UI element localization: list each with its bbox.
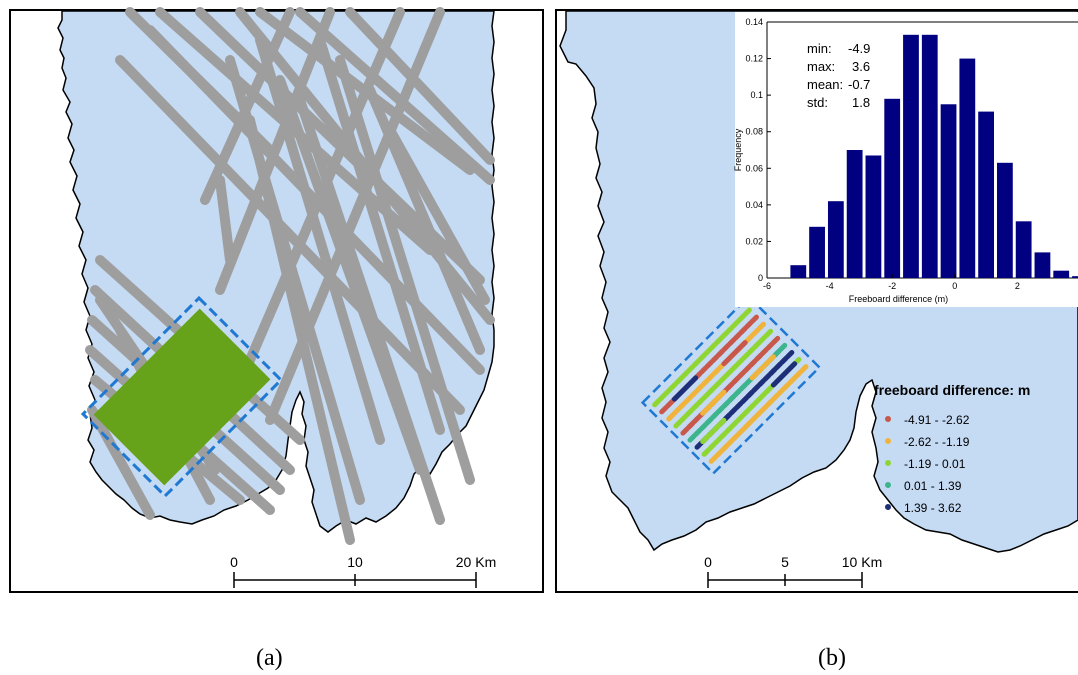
- histogram-bar-0: [790, 265, 807, 278]
- panel-b-scale-bar: [707, 572, 863, 588]
- legend-swatch-1: [885, 438, 891, 444]
- y-tick-label-1: 0.02: [745, 236, 763, 246]
- histogram-bar-14: [1053, 270, 1070, 278]
- histogram-bar-8: [940, 104, 957, 279]
- y-tick-label-3: 0.06: [745, 163, 763, 173]
- histogram-bar-15: [1072, 276, 1078, 278]
- freeboard-legend: freeboard difference: m -4.91 - -2.62 -2.…: [874, 382, 1030, 515]
- histogram-bar-7: [921, 34, 938, 278]
- legend-label-1: -2.62 - -1.19: [904, 435, 970, 449]
- panel-a-scale-bar: [233, 572, 477, 588]
- histogram-bar-4: [865, 155, 882, 278]
- stat-value-std: 1.8: [852, 95, 870, 110]
- histogram-bar-11: [996, 162, 1013, 278]
- scale-bar-labels: 0 10 20 Km 0 5 10 Km: [230, 554, 882, 570]
- scale-a-tick-0: 0: [230, 554, 238, 570]
- y-tick-label-2: 0.04: [745, 200, 763, 210]
- stat-label-mean: mean:: [807, 77, 843, 92]
- legend-label-3: 0.01 - 1.39: [904, 479, 962, 493]
- histogram-inset: 0 0.02 0.04 0.06 0.08 0.1 0.12 0.14 -6 -4 -2 0 2 Free…: [733, 12, 1078, 307]
- histogram-bar-2: [827, 201, 844, 278]
- histogram-bar-9: [959, 58, 976, 279]
- satellite-tracks: [85, 7, 495, 545]
- x-tick-label-3: 0: [952, 281, 957, 291]
- histogram-bar-6: [903, 34, 919, 278]
- scale-b-tick-2: 10 Km: [842, 554, 882, 570]
- legend-swatch-3: [885, 482, 891, 488]
- scale-a-tick-2: 20 Km: [456, 554, 496, 570]
- study-area: [80, 295, 284, 499]
- histogram-bar-3: [846, 150, 863, 278]
- histogram-bar-12: [1015, 221, 1032, 278]
- x-tick-label-2: -2: [888, 281, 896, 291]
- caption-a: (a): [256, 645, 283, 671]
- legend-swatch-4: [885, 504, 891, 510]
- panel-a-map: [9, 7, 544, 593]
- x-tick-label-1: -4: [826, 281, 834, 291]
- scale-b-tick-0: 0: [704, 554, 712, 570]
- legend-label-4: 1.39 - 3.62: [904, 501, 962, 515]
- legend-label-0: -4.91 - -2.62: [904, 413, 970, 427]
- stat-label-std: std:: [807, 95, 828, 110]
- scale-a-tick-1: 10: [347, 554, 363, 570]
- legend-title: freeboard difference: m: [874, 382, 1030, 398]
- stat-value-min: -4.9: [848, 41, 870, 56]
- histogram-bar-13: [1034, 252, 1051, 278]
- histogram-bar-10: [978, 111, 994, 278]
- study-box-b-group: [640, 294, 822, 476]
- stat-value-mean: -0.7: [848, 77, 870, 92]
- legend-label-2: -1.19 - 0.01: [904, 457, 966, 471]
- histogram-bar-1: [809, 226, 825, 278]
- study-box-a: [80, 295, 284, 499]
- legend-swatch-2: [885, 460, 891, 466]
- stat-label-min: min:: [807, 41, 832, 56]
- y-tick-label-5: 0.1: [750, 90, 763, 100]
- caption-b: (b): [818, 645, 846, 671]
- histogram-plot: 0 0.02 0.04 0.06 0.08 0.1 0.12 0.14 -6 -4 -2 0 2 Free…: [733, 17, 1078, 304]
- y-tick-label-7: 0.14: [745, 17, 763, 27]
- histogram-bar-5: [884, 98, 901, 278]
- green-area: [93, 308, 271, 486]
- legend-swatch-0: [885, 416, 891, 422]
- freeboard-accent-dots: [671, 340, 798, 445]
- x-axis-label: Freeboard difference (m): [849, 294, 948, 304]
- x-tick-label-4: 2: [1015, 281, 1020, 291]
- y-tick-label-6: 0.12: [745, 54, 763, 64]
- stat-value-max: 3.6: [852, 59, 870, 74]
- scale-b-tick-1: 5: [781, 554, 789, 570]
- y-tick-label-0: 0: [758, 273, 763, 283]
- stats-box: min: -4.9 max: 3.6 mean: -0.7 std: 1.8: [807, 41, 870, 110]
- y-axis-label: Frequency: [733, 128, 743, 171]
- x-tick-label-0: -6: [763, 281, 771, 291]
- stat-label-max: max:: [807, 59, 835, 74]
- y-tick-label-4: 0.08: [745, 127, 763, 137]
